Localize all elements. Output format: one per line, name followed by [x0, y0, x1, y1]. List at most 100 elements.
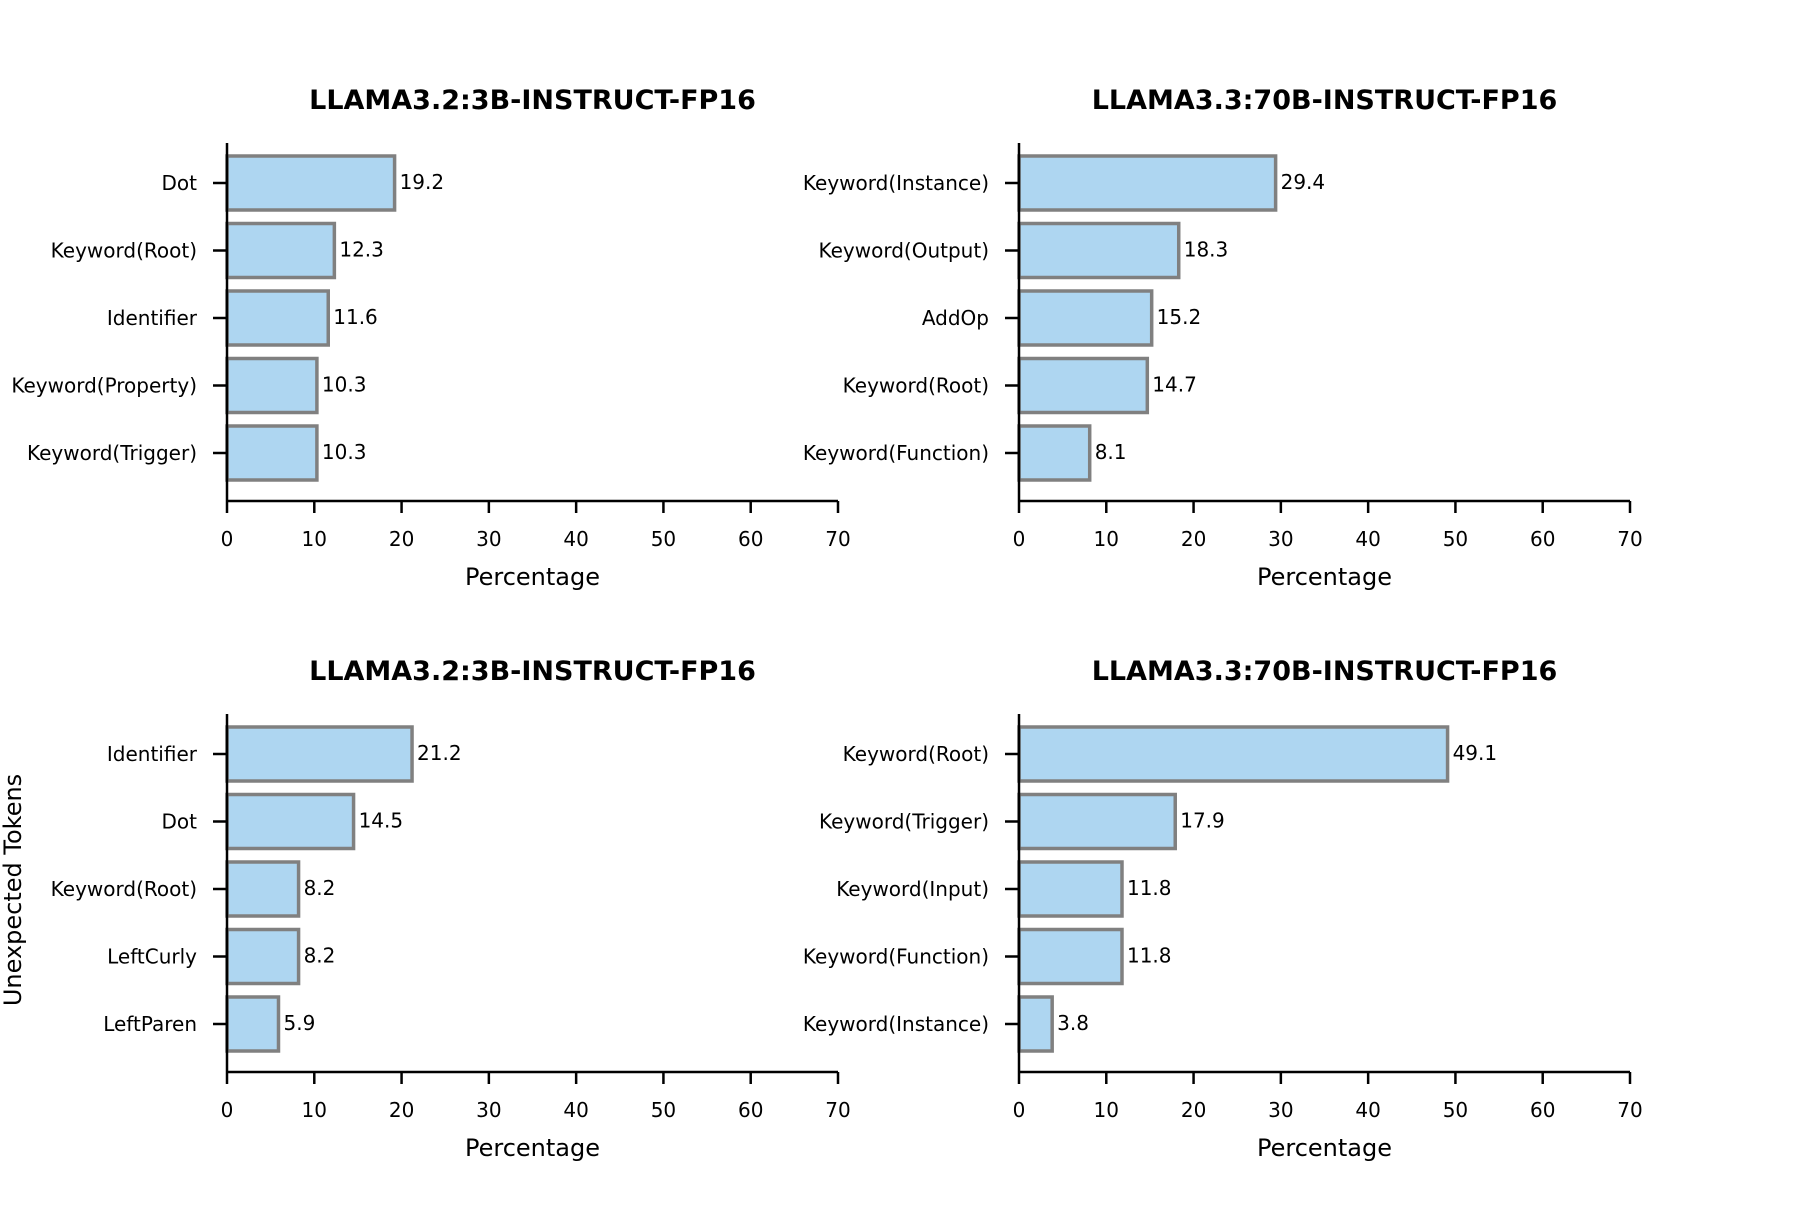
panel-4-y-tick-label: Keyword(Function): [803, 945, 989, 969]
panel-1-y-tick-label: Keyword(Trigger): [27, 441, 197, 465]
panel-1-y-tick-label: Identifier: [107, 306, 198, 330]
panel-2-x-tick-label: 60: [1530, 527, 1555, 551]
panel-3-value-label: 21.2: [417, 741, 462, 765]
panel-3-bar: [225, 927, 301, 986]
panel-4-y-tick-label: Keyword(Root): [843, 742, 989, 766]
panel-2-title: LLAMA3.3:70B-INSTRUCT-FP16: [1092, 85, 1558, 116]
panel-2-x-tick-label: 20: [1181, 527, 1206, 551]
panel-4-value-label: 11.8: [1127, 944, 1172, 968]
panel-3-y-tick-label: LeftCurly: [107, 945, 197, 969]
panel-2-value-label: 14.7: [1152, 373, 1197, 397]
panel-4-x-tick-label: 40: [1355, 1098, 1380, 1122]
panel-2-value-label: 8.1: [1095, 440, 1127, 464]
panel-2-bar: [1017, 356, 1150, 415]
panel-3-x-tick-label: 60: [738, 1098, 763, 1122]
panel-3-x-tick-label: 0: [221, 1098, 234, 1122]
panel-1-x-tick-label: 50: [651, 527, 676, 551]
panel-3-y-tick-label: Identifier: [107, 742, 198, 766]
panel-1-y-tick-label: Keyword(Property): [11, 374, 197, 398]
panel-1-x-tick-label: 40: [563, 527, 588, 551]
panel-2-y-tick-label: AddOp: [922, 306, 989, 330]
panel-1-x-tick-label: 10: [302, 527, 327, 551]
panel-1-x-tick-label: 0: [221, 527, 234, 551]
panel-2-bar: [1017, 424, 1092, 482]
panel-3-bar: [225, 995, 281, 1053]
panel-2-y-tick-label: Keyword(Instance): [803, 171, 989, 195]
panel-4-x-tick-label: 20: [1181, 1098, 1206, 1122]
panel-1-title: LLAMA3.2:3B-INSTRUCT-FP16: [309, 85, 756, 116]
panel-1-x-tick-label: 30: [476, 527, 501, 551]
panel-3-value-label: 5.9: [283, 1011, 315, 1035]
panel-2-x-tick-label: 70: [1617, 527, 1642, 551]
shared-y-axis-label: Unexpected Tokens: [0, 774, 27, 1006]
panel-3-x-tick-label: 10: [302, 1098, 327, 1122]
panel-4-x-tick-label: 30: [1268, 1098, 1293, 1122]
panel-1-bar: [225, 424, 319, 482]
panel-3-x-tick-label: 20: [389, 1098, 414, 1122]
panel-2-bar: [1017, 154, 1278, 212]
panel-1-x-tick-label: 60: [738, 527, 763, 551]
panel-1-y-tick-label: Keyword(Root): [51, 239, 197, 263]
panel-1-x-tick-label: 70: [825, 527, 850, 551]
panel-4-x-tick-label: 0: [1013, 1098, 1026, 1122]
panel-3-value-label: 8.2: [304, 944, 336, 968]
panel-4-value-label: 49.1: [1453, 741, 1498, 765]
panel-3-x-tick-label: 50: [651, 1098, 676, 1122]
panel-3-x-axis-label: Percentage: [465, 1134, 600, 1162]
panel-1-bar: [225, 221, 337, 280]
panel-4-value-label: 17.9: [1180, 809, 1225, 833]
panel-3-x-tick-label: 40: [563, 1098, 588, 1122]
panel-3-x-tick-label: 30: [476, 1098, 501, 1122]
panel-4-bar: [1017, 792, 1177, 851]
panel-3-value-label: 14.5: [359, 809, 404, 833]
panel-2-bar: [1017, 289, 1154, 347]
panel-1-value-label: 10.3: [322, 440, 367, 464]
panel-1-bar: [225, 356, 319, 415]
panel-2-x-tick-label: 30: [1268, 527, 1293, 551]
panel-4-bar: [1017, 725, 1450, 783]
panel-4-x-tick-label: 50: [1443, 1098, 1468, 1122]
panel-4-y-tick-label: Keyword(Instance): [803, 1012, 989, 1036]
panel-2-x-tick-label: 50: [1443, 527, 1468, 551]
panel-2-y-tick-label: Keyword(Output): [819, 239, 990, 263]
panel-1-value-label: 19.2: [400, 170, 445, 194]
panel-4-y-tick-label: Keyword(Input): [836, 877, 989, 901]
panel-4-x-axis-label: Percentage: [1257, 1134, 1392, 1162]
panel-1-bar: [225, 154, 397, 212]
panel-3-x-tick-label: 70: [825, 1098, 850, 1122]
panel-4-value-label: 11.8: [1127, 876, 1172, 900]
panel-2-x-tick-label: 40: [1355, 527, 1380, 551]
panel-2-y-tick-label: Keyword(Function): [803, 441, 989, 465]
panel-1-y-tick-label: Dot: [162, 171, 198, 195]
panel-3-title: LLAMA3.2:3B-INSTRUCT-FP16: [309, 656, 756, 687]
panel-2-value-label: 18.3: [1184, 238, 1229, 262]
panel-3-bar: [225, 792, 356, 851]
panel-3-y-tick-label: Dot: [162, 810, 198, 834]
panel-2-x-axis-label: Percentage: [1257, 563, 1392, 591]
panel-1-value-label: 10.3: [322, 373, 367, 397]
panel-1-bar: [225, 289, 331, 347]
panel-3-y-tick-label: LeftParen: [103, 1012, 197, 1036]
panel-4-bar: [1017, 927, 1124, 986]
panel-2-bar: [1017, 221, 1181, 280]
panel-4-bar: [1017, 995, 1054, 1053]
panel-4-x-tick-label: 70: [1617, 1098, 1642, 1122]
panel-2-x-tick-label: 10: [1094, 527, 1119, 551]
panel-2-value-label: 29.4: [1281, 170, 1326, 194]
panel-4-value-label: 3.8: [1057, 1011, 1089, 1035]
panel-4-y-tick-label: Keyword(Trigger): [819, 810, 989, 834]
panel-1-value-label: 12.3: [339, 238, 384, 262]
panel-3-y-tick-label: Keyword(Root): [51, 877, 197, 901]
panel-4-title: LLAMA3.3:70B-INSTRUCT-FP16: [1092, 656, 1558, 687]
panel-3-bar: [225, 860, 301, 918]
panel-2-x-tick-label: 0: [1013, 527, 1026, 551]
panel-3-value-label: 8.2: [304, 876, 336, 900]
panel-1-x-axis-label: Percentage: [465, 563, 600, 591]
panel-4-x-tick-label: 60: [1530, 1098, 1555, 1122]
panel-4-bar: [1017, 860, 1124, 918]
panel-4-x-tick-label: 10: [1094, 1098, 1119, 1122]
panel-1-value-label: 11.6: [333, 305, 378, 329]
panel-1-x-tick-label: 20: [389, 527, 414, 551]
